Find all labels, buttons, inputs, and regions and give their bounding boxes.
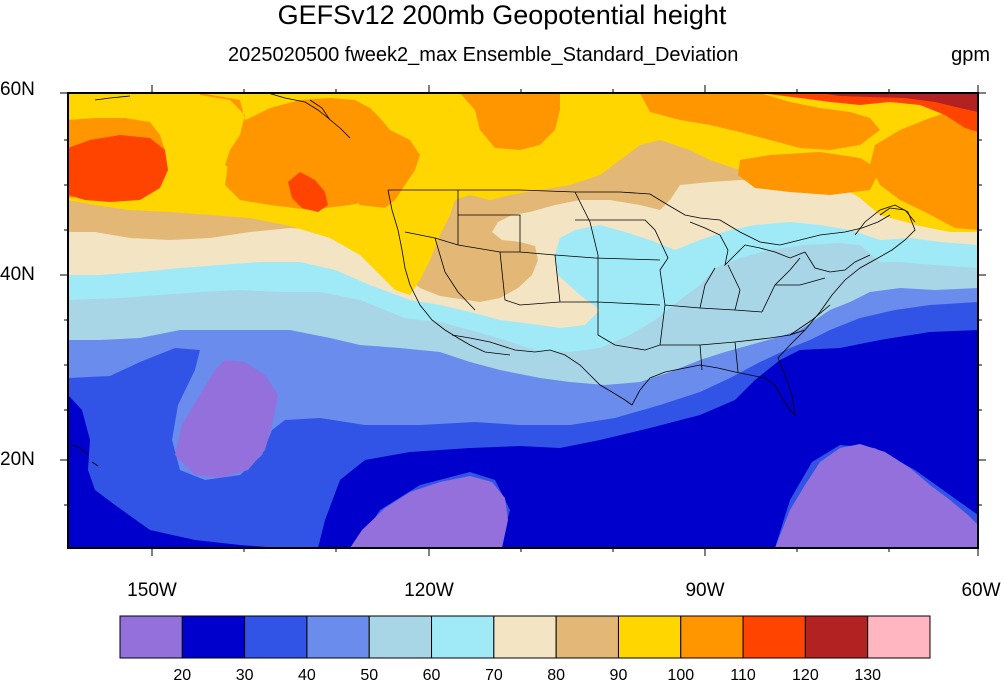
colorbar (119, 615, 931, 659)
lon-label-60w: 60W (961, 580, 1001, 601)
lon-label-120w: 120W (404, 580, 454, 601)
band-10-20-west (175, 360, 278, 478)
colorbar-swatch (804, 615, 869, 659)
state-lines-west (404, 190, 661, 311)
lon-label-90w: 90W (685, 580, 725, 601)
band-110-120-central (288, 172, 328, 212)
colorbar-label: 20 (173, 667, 192, 684)
hawaii (71, 444, 99, 467)
boundaries (71, 93, 916, 467)
chart-title: GEFSv12 200mb Geopotential height (277, 0, 727, 30)
colorbar-label: 60 (422, 667, 441, 684)
axis-ticks (60, 85, 986, 556)
colorbar-swatch (431, 615, 495, 659)
units-label: gpm (951, 44, 990, 66)
colorbar-label: 30 (235, 667, 254, 684)
colorbar-swatch (306, 615, 370, 659)
canada-islands (94, 93, 916, 223)
colorbar-swatch (181, 615, 246, 659)
band-110-120-northeast (760, 93, 978, 132)
colorbar-label: 70 (484, 667, 503, 684)
band-120-130 (820, 93, 978, 112)
colorbar-label: 100 (667, 667, 695, 684)
colorbar-label: 80 (547, 667, 566, 684)
band-10-20-southeast (775, 444, 978, 548)
colorbar-swatch (680, 615, 744, 659)
great-lakes (689, 221, 806, 267)
border-us-mexico (451, 334, 633, 406)
state-lines-east (775, 251, 871, 336)
colorbar-label: 40 (298, 667, 316, 684)
colorbar-label: 50 (360, 667, 379, 684)
lat-label-40n: 40N (0, 264, 35, 285)
band-10-20-south (350, 476, 508, 548)
colorbar-label: 110 (730, 667, 756, 684)
colorbar-label: 120 (792, 667, 819, 684)
colorbar-label: 90 (609, 667, 628, 684)
border-us-canada (388, 189, 891, 246)
lat-label-60n: 60N (0, 79, 35, 100)
colorbar-swatch (867, 615, 931, 659)
colorbar-label: 130 (854, 667, 882, 684)
contour-field (68, 93, 978, 548)
colorbar-swatch (368, 615, 433, 659)
band-100-110-central (225, 140, 395, 210)
band-100-110-east (738, 152, 880, 195)
band-100-110 (68, 93, 978, 230)
coastline-west (387, 189, 511, 356)
chart-subtitle: 2025020500 fweek2_max Ensemble_Standard_… (228, 44, 739, 66)
lon-label-150w: 150W (127, 580, 177, 601)
colorbar-swatch (244, 615, 308, 659)
colorbar-swatch (742, 615, 806, 659)
colorbar-swatch (617, 615, 682, 659)
band-100-110-north (640, 93, 880, 150)
colorbar-swatch (119, 615, 183, 659)
colorbar-swatch (493, 615, 557, 659)
gulf-coast (631, 204, 916, 417)
lat-label-20n: 20N (0, 449, 35, 470)
colorbar-swatch (555, 615, 619, 659)
band-110-120-west (68, 135, 168, 202)
